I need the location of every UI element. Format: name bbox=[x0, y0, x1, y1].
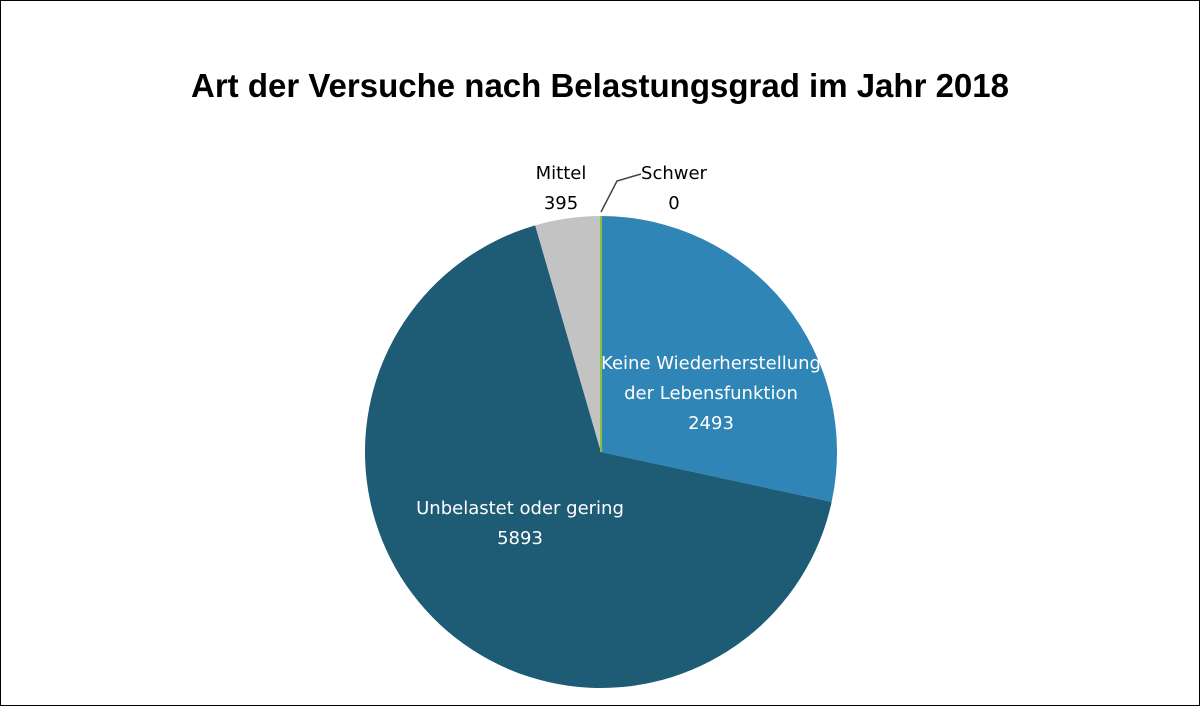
data-label-value-unbelastet-oder-gering: 5893 bbox=[497, 528, 543, 549]
data-label-value-schwer: 0 bbox=[668, 193, 679, 214]
data-label-name-schwer: Schwer bbox=[641, 163, 708, 184]
leader-line-schwer bbox=[600, 173, 642, 213]
pie-labels: Keine Wiederherstellung der Lebensfunktio… bbox=[416, 163, 821, 549]
data-label-name-unbelastet-oder-gering: Unbelastet oder gering bbox=[416, 498, 624, 519]
chart-title: Art der Versuche nach Belastungsgrad im … bbox=[191, 67, 1009, 104]
pie-slice-keine-wiederherstellung-der-lebensfunktion bbox=[601, 216, 837, 502]
data-label-name-keine-wiederherstellung-der-lebensfunktion: Keine Wiederherstellung bbox=[601, 353, 821, 374]
data-label-name-keine-wiederherstellung-der-lebensfunktion: der Lebensfunktion bbox=[624, 383, 798, 404]
pie-slice-unbelastet-oder-gering bbox=[364, 225, 832, 689]
pie-slices bbox=[364, 216, 837, 689]
data-label-name-mittel: Mittel bbox=[536, 163, 587, 184]
data-label-value-keine-wiederherstellung-der-lebensfunktion: 2493 bbox=[688, 413, 734, 434]
pie-slice-mittel bbox=[535, 216, 601, 452]
data-label-value-mittel: 395 bbox=[544, 193, 578, 214]
